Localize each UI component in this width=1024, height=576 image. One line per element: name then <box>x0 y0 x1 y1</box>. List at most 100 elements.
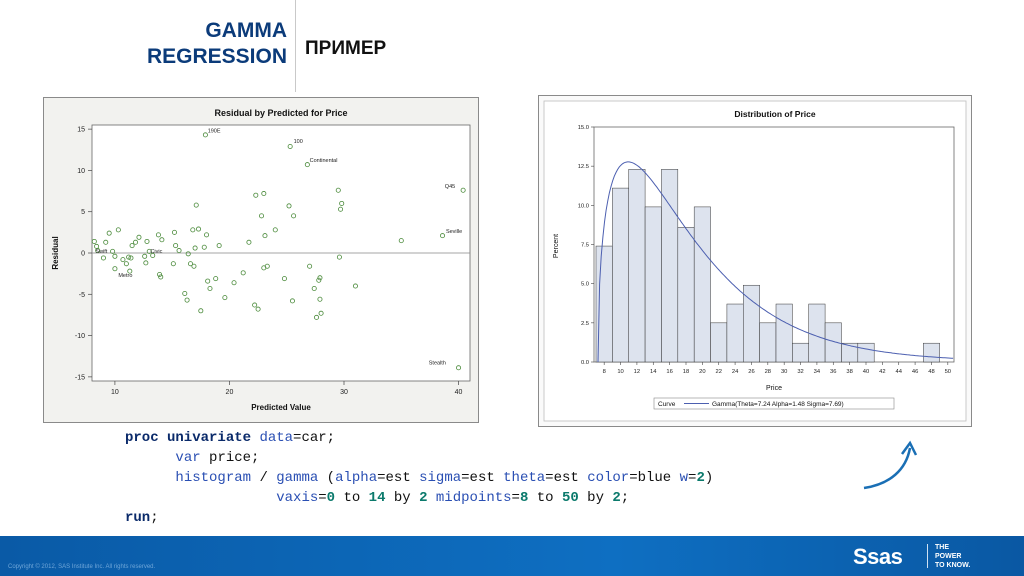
code-option: midpoints <box>435 490 512 506</box>
code-line-4: vaxis=0 to 14 by 2 midpoints=8 to 50 by … <box>125 488 713 508</box>
code-option: gamma <box>276 470 319 486</box>
y-tick-label: 15.0 <box>578 125 589 131</box>
code-keyword: proc univariate <box>125 430 252 446</box>
data-point <box>213 276 219 282</box>
y-tick-label: 15 <box>77 127 85 134</box>
code-text: to <box>335 490 369 506</box>
code-line-3: histogram / gamma (alpha=est sigma=est t… <box>125 468 713 488</box>
code-text: ) <box>704 470 714 486</box>
code-text: =blue <box>629 470 680 486</box>
data-point <box>240 270 246 276</box>
point-label: Continental <box>310 158 338 164</box>
gamma-curve <box>597 161 954 363</box>
code-text: = <box>688 470 697 486</box>
x-tick-label: 10 <box>617 369 623 375</box>
y-tick-label: 7.5 <box>581 243 589 249</box>
x-tick-label: 28 <box>765 369 771 375</box>
data-point <box>171 229 177 235</box>
y-tick-label: -15 <box>75 374 85 381</box>
point-label: Civic <box>150 249 162 255</box>
point-label: 190E <box>208 128 221 134</box>
y-axis-label: Percent <box>553 234 560 258</box>
data-point <box>201 244 207 250</box>
x-tick-label: 30 <box>340 389 348 396</box>
chart-title: Residual by Predicted for Price <box>214 108 347 118</box>
data-point <box>129 243 135 249</box>
slide-subtitle: ПРИМЕР <box>305 38 387 59</box>
x-tick-label: 16 <box>666 369 672 375</box>
data-point <box>339 200 345 206</box>
histogram-bar <box>808 303 826 363</box>
histogram-panel: Distribution of Price 0.0 2.5 5.0 7.5 10.0 12… <box>538 95 972 427</box>
code-text: ( <box>318 470 336 486</box>
x-tick-label: 26 <box>748 369 754 375</box>
data-point <box>261 265 267 271</box>
code-option: theta <box>503 470 546 486</box>
histogram-bar <box>628 169 646 363</box>
code-text: to <box>528 490 562 506</box>
x-tick-label: 44 <box>896 369 903 375</box>
code-number: 0 <box>326 490 336 506</box>
data-point <box>231 280 237 286</box>
histogram-bar <box>759 322 777 363</box>
histogram-bar <box>726 303 744 363</box>
histogram-bar <box>923 342 940 363</box>
data-point <box>304 162 310 168</box>
data-point <box>112 266 118 272</box>
tagline-line1: THE <box>935 544 949 551</box>
histogram-bar <box>792 342 809 363</box>
histogram-bar <box>857 342 875 363</box>
data-point <box>456 365 462 371</box>
data-point <box>142 253 148 259</box>
data-point <box>120 257 126 263</box>
legend-curve-label: Gamma(Theta=7.24 Alpha=1.48 Sigma=7.69) <box>712 401 844 408</box>
x-tick-label: 12 <box>634 369 640 375</box>
data-point <box>115 227 121 233</box>
code-text: = <box>511 490 520 506</box>
data-point <box>91 238 97 244</box>
code-text: =car; <box>293 430 336 446</box>
code-text: ; <box>150 510 159 526</box>
x-tick-label: 36 <box>830 369 836 375</box>
x-tick-label: 40 <box>863 369 869 375</box>
data-point <box>155 232 161 238</box>
x-tick-label: 20 <box>699 369 705 375</box>
code-option: histogram <box>175 470 252 486</box>
data-point <box>291 213 297 219</box>
data-point <box>127 268 133 274</box>
histogram-bar <box>644 206 662 363</box>
code-number: 50 <box>561 490 579 506</box>
code-option: vaxis <box>276 490 319 506</box>
code-line-5: run; <box>125 508 713 528</box>
data-point <box>222 295 228 301</box>
code-text <box>428 490 436 506</box>
data-point <box>352 283 358 289</box>
data-point <box>287 143 293 149</box>
data-point <box>338 206 344 212</box>
data-point <box>136 234 142 240</box>
y-tick-label: 5 <box>81 209 85 216</box>
histogram-bar <box>824 322 842 363</box>
x-axis-label: Predicted Value <box>251 403 311 412</box>
sas-logo: Ssas <box>853 544 903 569</box>
histogram-bar <box>710 322 728 363</box>
data-point <box>188 261 194 267</box>
data-point <box>252 302 258 308</box>
data-point <box>286 203 292 209</box>
data-point <box>272 227 278 233</box>
data-point <box>207 286 213 292</box>
data-point <box>440 233 446 239</box>
y-tick-label: -10 <box>75 333 85 340</box>
data-point <box>336 254 342 260</box>
y-tick-label: 0.0 <box>581 360 589 366</box>
data-point <box>191 263 197 269</box>
data-point <box>216 243 222 249</box>
x-tick-label: 46 <box>912 369 918 375</box>
tagline-line2: POWER <box>935 553 962 560</box>
histogram-bar <box>612 187 629 363</box>
code-text: = <box>318 490 327 506</box>
data-point <box>317 296 323 302</box>
data-point <box>281 276 287 282</box>
histogram-bar <box>693 206 711 363</box>
data-point <box>190 227 196 233</box>
